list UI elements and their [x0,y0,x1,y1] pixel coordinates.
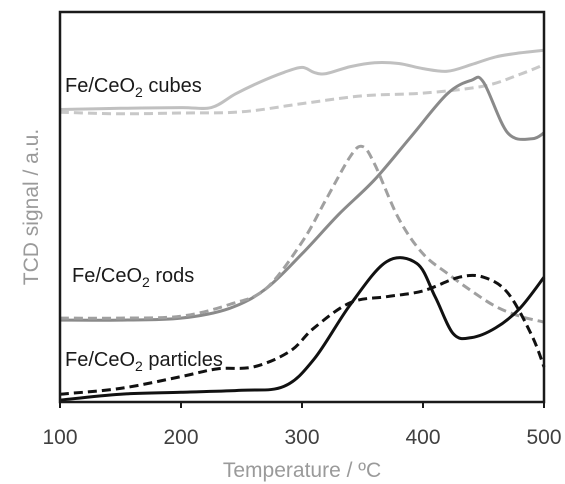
series-line-1-solid [59,48,545,111]
series-line-3-solid [59,75,545,322]
series-label-3: Fe/CeO2 particles [65,349,223,374]
x-tick-label: 200 [163,426,198,449]
x-tick-label: 300 [284,426,319,449]
series-layer [59,48,546,402]
x-tick-layer: 100 200 300 400 500 [42,402,562,449]
series-line-2-dashed [59,63,545,116]
series-label-layer: Fe/CeO2 cubes Fe/CeO2 rods Fe/CeO2 particl… [65,75,223,374]
series-line-6-dashed [59,273,546,396]
y-axis-title: TCD signal / a.u. [20,129,43,285]
x-tick-label: 500 [526,426,561,449]
x-axis-title: Temperature / ºC [223,459,381,482]
series-line-5-solid [59,256,546,402]
x-tick-label: 400 [405,426,440,449]
series-label-2: Fe/CeO2 rods [72,265,194,290]
x-tick-label: 100 [42,426,77,449]
plot-frame [58,10,546,404]
series-line-4-dashed [59,144,545,324]
series-label-1: Fe/CeO2 cubes [65,75,202,100]
